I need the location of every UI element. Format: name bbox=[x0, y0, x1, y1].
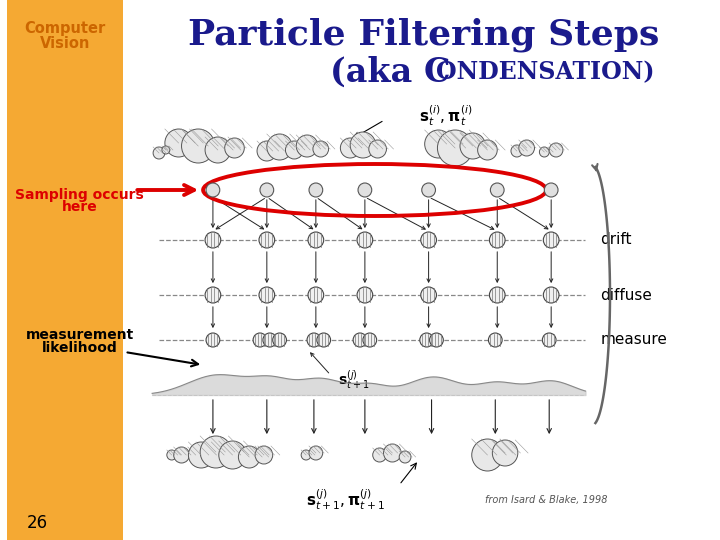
Text: diffuse: diffuse bbox=[600, 287, 652, 302]
Text: Computer: Computer bbox=[24, 21, 106, 36]
Circle shape bbox=[492, 440, 518, 466]
Circle shape bbox=[369, 140, 387, 158]
Circle shape bbox=[205, 137, 230, 163]
Text: measurement: measurement bbox=[25, 328, 134, 342]
Text: Particle Filtering Steps: Particle Filtering Steps bbox=[188, 18, 660, 52]
Circle shape bbox=[153, 147, 165, 159]
Circle shape bbox=[477, 140, 498, 160]
Text: here: here bbox=[62, 200, 97, 214]
Circle shape bbox=[260, 183, 274, 197]
Circle shape bbox=[519, 140, 534, 156]
Circle shape bbox=[309, 183, 323, 197]
Text: Vision: Vision bbox=[40, 37, 90, 51]
Circle shape bbox=[257, 141, 276, 161]
Circle shape bbox=[206, 333, 220, 347]
Circle shape bbox=[308, 232, 324, 248]
Circle shape bbox=[285, 141, 303, 159]
Circle shape bbox=[353, 333, 367, 347]
Circle shape bbox=[373, 448, 387, 462]
FancyBboxPatch shape bbox=[7, 0, 122, 540]
Circle shape bbox=[259, 232, 275, 248]
Circle shape bbox=[358, 183, 372, 197]
Text: 26: 26 bbox=[27, 514, 48, 532]
Circle shape bbox=[544, 183, 558, 197]
Text: measure: measure bbox=[600, 333, 667, 348]
Circle shape bbox=[420, 232, 436, 248]
Circle shape bbox=[430, 333, 444, 347]
Circle shape bbox=[350, 132, 376, 158]
Circle shape bbox=[317, 333, 330, 347]
Circle shape bbox=[174, 447, 189, 463]
Circle shape bbox=[273, 333, 287, 347]
Circle shape bbox=[206, 183, 220, 197]
Circle shape bbox=[255, 446, 273, 464]
Circle shape bbox=[313, 141, 328, 157]
Circle shape bbox=[263, 333, 276, 347]
Circle shape bbox=[420, 333, 433, 347]
Circle shape bbox=[162, 146, 170, 154]
Circle shape bbox=[200, 436, 232, 468]
Circle shape bbox=[472, 439, 503, 471]
Text: likelihood: likelihood bbox=[42, 341, 117, 355]
Circle shape bbox=[225, 138, 244, 158]
Circle shape bbox=[189, 442, 214, 468]
Text: $\mathbf{s}_{t+1}^{(j)}, \mathbf{\pi}_{t+1}^{(j)}$: $\mathbf{s}_{t+1}^{(j)}, \mathbf{\pi}_{t… bbox=[306, 488, 384, 512]
Circle shape bbox=[542, 333, 556, 347]
Circle shape bbox=[549, 143, 563, 157]
Circle shape bbox=[357, 232, 373, 248]
Text: C: C bbox=[423, 56, 450, 89]
Circle shape bbox=[205, 287, 221, 303]
Circle shape bbox=[309, 446, 323, 460]
Text: drift: drift bbox=[600, 233, 631, 247]
Circle shape bbox=[181, 129, 215, 163]
Circle shape bbox=[253, 333, 267, 347]
Circle shape bbox=[544, 287, 559, 303]
Circle shape bbox=[460, 133, 485, 159]
Circle shape bbox=[363, 333, 377, 347]
Circle shape bbox=[511, 145, 523, 157]
Circle shape bbox=[307, 333, 321, 347]
Text: $\mathbf{s}_t^{(i)}, \mathbf{\pi}_t^{(i)}$: $\mathbf{s}_t^{(i)}, \mathbf{\pi}_t^{(i)… bbox=[419, 104, 472, 129]
Circle shape bbox=[420, 287, 436, 303]
Circle shape bbox=[341, 138, 360, 158]
Circle shape bbox=[438, 130, 473, 166]
Circle shape bbox=[357, 287, 373, 303]
Circle shape bbox=[490, 287, 505, 303]
Circle shape bbox=[539, 147, 549, 157]
Circle shape bbox=[259, 287, 275, 303]
Text: ONDENSATION): ONDENSATION) bbox=[436, 60, 655, 84]
Circle shape bbox=[488, 333, 502, 347]
Text: from Isard & Blake, 1998: from Isard & Blake, 1998 bbox=[485, 495, 608, 505]
Circle shape bbox=[165, 129, 192, 157]
Circle shape bbox=[301, 450, 311, 460]
Circle shape bbox=[167, 450, 176, 460]
Text: Sampling occurs: Sampling occurs bbox=[15, 188, 144, 202]
Circle shape bbox=[267, 134, 292, 160]
Circle shape bbox=[308, 287, 324, 303]
Circle shape bbox=[205, 232, 221, 248]
Circle shape bbox=[384, 444, 401, 462]
Circle shape bbox=[296, 135, 318, 157]
Circle shape bbox=[425, 130, 452, 158]
Text: (aka: (aka bbox=[330, 56, 423, 89]
Circle shape bbox=[490, 232, 505, 248]
Circle shape bbox=[544, 232, 559, 248]
Circle shape bbox=[219, 441, 246, 469]
Text: $\mathbf{s}_{t+1}^{(j)}$: $\mathbf{s}_{t+1}^{(j)}$ bbox=[338, 368, 370, 392]
Circle shape bbox=[238, 446, 260, 468]
Circle shape bbox=[399, 451, 411, 463]
Circle shape bbox=[422, 183, 436, 197]
Circle shape bbox=[490, 183, 504, 197]
